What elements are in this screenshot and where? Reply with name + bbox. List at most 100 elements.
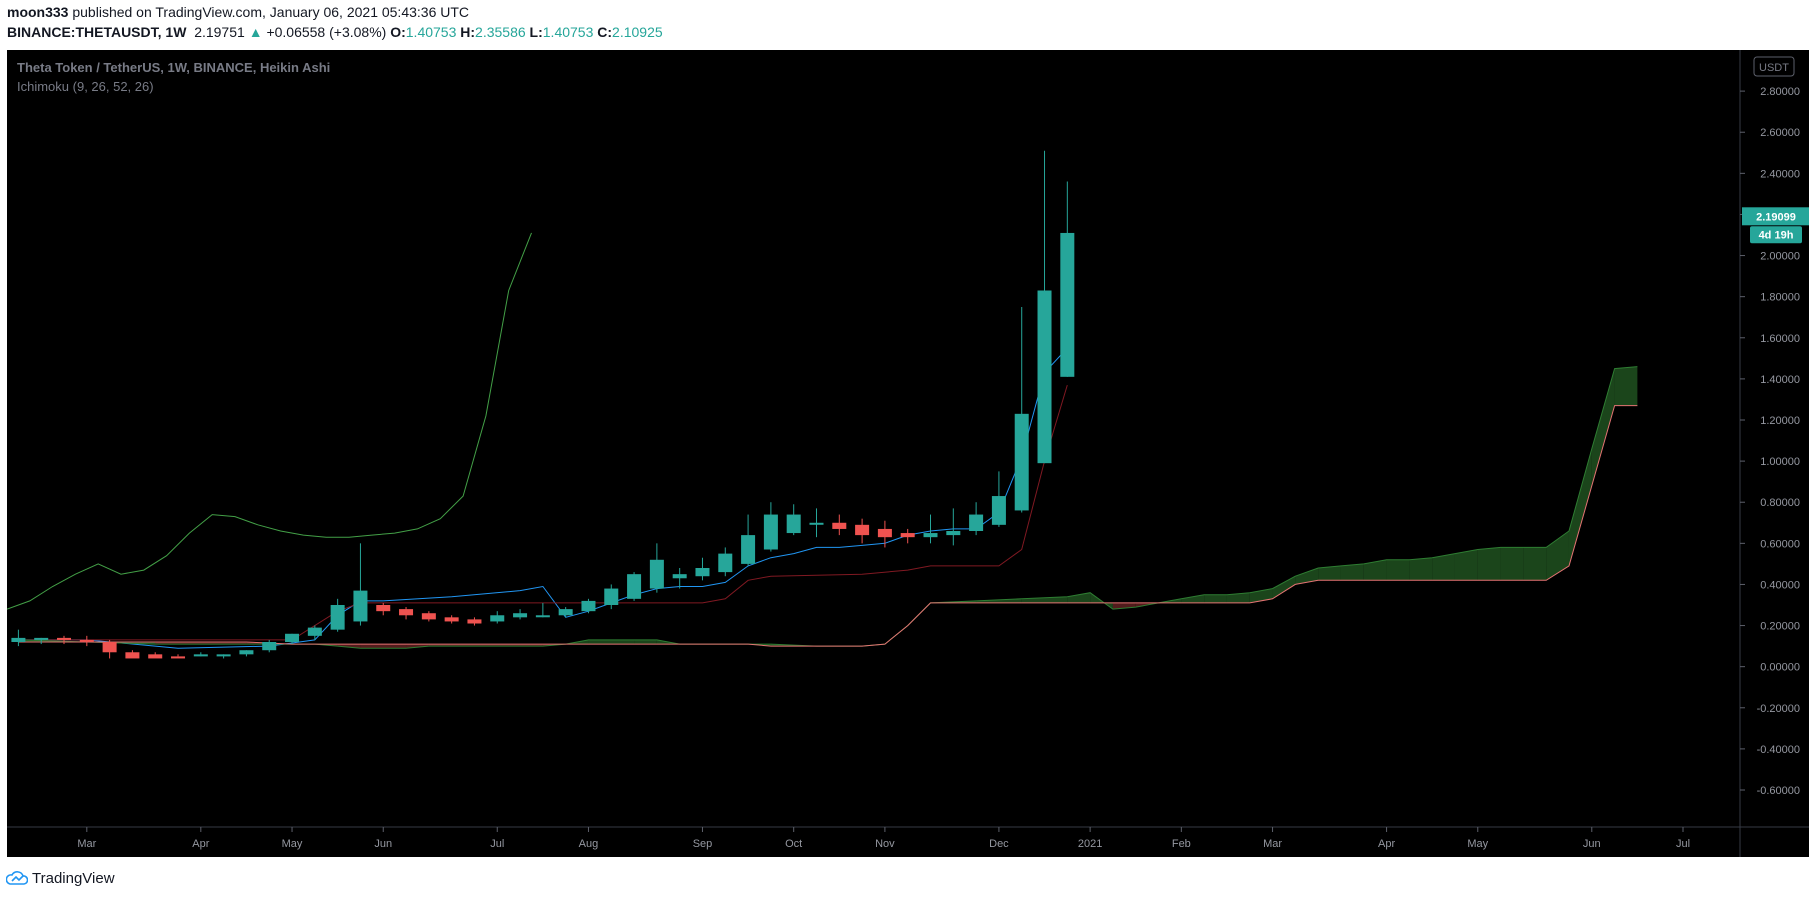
ichimoku-cloud-segment (406, 644, 429, 649)
price-chart[interactable]: 2.800002.600002.400002.200002.000001.800… (7, 50, 1809, 857)
conversion-line (18, 347, 1068, 649)
last-price: 2.19751 (194, 24, 245, 40)
x-tick-label: Oct (785, 838, 802, 850)
candle-body (330, 605, 345, 630)
candle (695, 557, 710, 581)
ichimoku-cloud-segment (1181, 594, 1205, 603)
candle (148, 652, 163, 659)
last-price-tag-label: 2.19099 (1756, 211, 1796, 223)
publish-info: moon333 published on TradingView.com, Ja… (7, 4, 469, 20)
close-value: 2.10925 (612, 24, 663, 40)
ichimoku-cloud-segment (1067, 592, 1091, 603)
last-price-tag: 2.19099 4d 19h (1742, 207, 1809, 244)
candle-body (581, 600, 596, 612)
candle-body (695, 568, 710, 577)
price-change: +0.06558 (+3.08%) (266, 24, 387, 40)
candle-body (969, 514, 984, 531)
indicator-label[interactable]: Ichimoku (9, 26, 52, 26) (17, 79, 154, 94)
candle-body (649, 559, 664, 589)
ichimoku-cloud-segment (634, 639, 657, 645)
open-value: 1.40753 (405, 24, 457, 40)
candle (399, 607, 414, 620)
candle (855, 518, 870, 544)
candle (57, 635, 72, 645)
candle (193, 652, 208, 657)
candle (741, 514, 756, 566)
change-up-icon: ▲ (248, 24, 263, 40)
tradingview-cloud-icon (6, 871, 28, 885)
ichimoku-cloud-segment (1204, 594, 1227, 603)
candle (330, 598, 345, 632)
publisher-name[interactable]: moon333 (7, 4, 69, 20)
candle (467, 617, 482, 626)
symbol-summary: BINANCE:THETAUSDT, 1W 2.19751 ▲ +0.06558… (7, 24, 663, 40)
ichimoku-cloud-segment (337, 644, 361, 649)
x-tick-label: Dec (989, 838, 1009, 850)
y-tick-label: 2.80000 (1760, 86, 1800, 98)
y-tick-label: -0.60000 (1757, 785, 1800, 797)
x-tick-label: Jul (1676, 838, 1690, 850)
candle (34, 637, 49, 645)
tradingview-footer[interactable]: TradingView (6, 867, 115, 889)
ichimoku-cloud-segment (1226, 592, 1250, 603)
candle-body (262, 642, 277, 651)
candle (102, 639, 117, 659)
ichimoku-cloud-segment (155, 642, 247, 645)
candle-body (627, 574, 642, 599)
y-tick-label: 0.80000 (1760, 497, 1800, 509)
candle-body (923, 533, 938, 538)
ichimoku-cloud-segment (588, 639, 635, 645)
candle (376, 602, 391, 616)
candle (877, 520, 892, 548)
ichimoku-cloud-segment (1500, 547, 1524, 581)
ichimoku-cloud-segment (1272, 576, 1296, 599)
candle-body (991, 496, 1006, 525)
x-tick-label: Sep (693, 838, 713, 850)
candle (1060, 181, 1075, 377)
y-tick-label: 1.00000 (1760, 456, 1800, 468)
candle-body (809, 522, 824, 525)
candle-body (421, 613, 436, 620)
ichimoku-cloud-segment (1591, 368, 1615, 486)
candle-body (467, 619, 482, 624)
open-label: O: (390, 24, 406, 40)
y-tick-label: 0.00000 (1760, 662, 1800, 674)
y-tick-label: 0.40000 (1760, 579, 1800, 591)
x-tick-label: Aug (579, 838, 599, 850)
currency-badge[interactable]: USDT (1753, 56, 1795, 77)
candle (79, 635, 94, 647)
x-tick-label: Apr (192, 838, 209, 850)
candle-body (34, 637, 49, 640)
candle (535, 602, 550, 618)
ichimoku-cloud-segment (976, 598, 1022, 603)
candle-body (604, 588, 619, 605)
close-label: C: (597, 24, 613, 40)
base-line (18, 384, 1068, 641)
y-tick-label: 2.00000 (1760, 251, 1800, 263)
published-text: published on TradingView.com, January 06… (72, 4, 470, 20)
x-tick-label: Apr (1378, 838, 1395, 850)
candle-body (102, 642, 117, 653)
candle (923, 514, 938, 544)
candle-body (558, 609, 573, 616)
ichimoku-cloud-segment (1340, 563, 1364, 581)
ichimoku-cloud-segment (1112, 602, 1136, 610)
candle (1014, 306, 1029, 513)
candle (649, 543, 664, 593)
candle (946, 508, 961, 546)
candle (900, 528, 915, 544)
candle-body (672, 574, 687, 579)
candle (285, 633, 300, 645)
leading-span-b-line (18, 405, 1638, 647)
candle-body (741, 535, 756, 564)
candle (581, 598, 596, 614)
candle (809, 508, 824, 538)
chart-background (7, 50, 1809, 857)
candle-body (877, 528, 892, 538)
candle (239, 650, 254, 657)
ichimoku-cloud-segment (1386, 559, 1410, 581)
ichimoku-cloud-segment (1432, 553, 1455, 581)
ichimoku-cloud-segment (1454, 549, 1478, 581)
candle (786, 504, 801, 536)
candle-body (79, 639, 94, 642)
